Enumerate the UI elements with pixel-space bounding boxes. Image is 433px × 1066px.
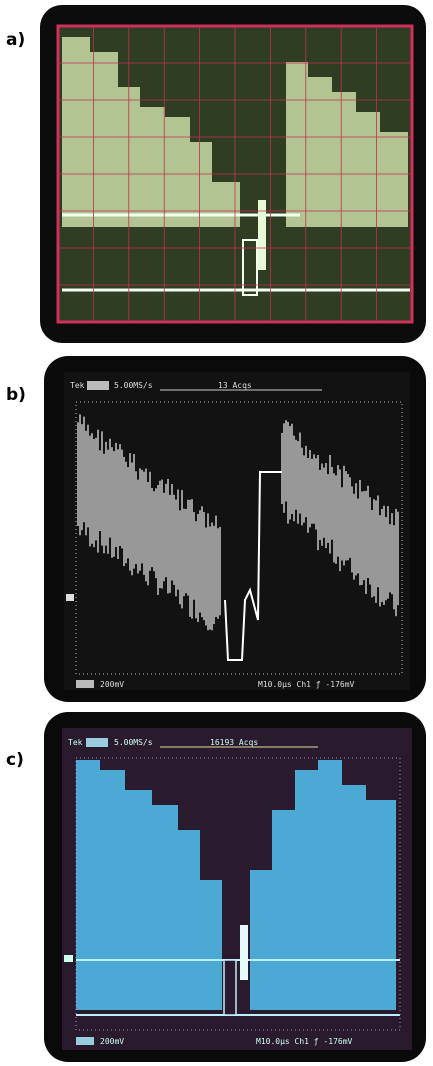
sync-pulse <box>258 200 266 270</box>
readout: 16193 Acqs <box>210 738 258 747</box>
signal-block <box>318 760 342 1010</box>
signal-block <box>342 785 366 1010</box>
readout: Tek <box>70 381 85 390</box>
signal-block <box>152 805 178 1010</box>
readout: Tek <box>68 738 83 747</box>
signal-block <box>380 132 408 227</box>
signal-block <box>295 770 318 1010</box>
readout-box <box>87 381 109 390</box>
signal-block <box>62 37 90 227</box>
readout: M10.0µs Ch1 ƒ -176mV <box>256 1037 353 1046</box>
signal-block <box>212 182 240 227</box>
readout-box <box>76 1037 94 1045</box>
signal-block <box>125 790 152 1010</box>
signal-block <box>286 62 308 227</box>
signal-block <box>200 880 222 1010</box>
readout: 200mV <box>100 680 124 689</box>
readout: 200mV <box>100 1037 124 1046</box>
panel-label: c) <box>6 750 24 770</box>
panel-label: b) <box>6 385 26 405</box>
signal-block <box>100 770 125 1010</box>
signal-block <box>178 830 200 1010</box>
ground-marker <box>64 955 73 962</box>
panel-label: a) <box>6 30 25 50</box>
signal-block <box>308 77 332 227</box>
signal-block <box>165 117 190 227</box>
readout-box <box>76 680 94 688</box>
page: a) b) Tek 5.00MS/s 13 Acqs 200mV M10.0µs… <box>0 0 433 1066</box>
ground-marker <box>66 594 74 601</box>
signal-block <box>76 760 100 1010</box>
signal-block <box>90 52 118 227</box>
readout: M10.0µs Ch1 ƒ -176mV <box>258 680 355 689</box>
sync-pulse <box>240 925 248 980</box>
signal-block <box>366 800 396 1010</box>
figure: a) b) Tek 5.00MS/s 13 Acqs 200mV M10.0µs… <box>0 0 433 1066</box>
signal-block <box>250 870 272 1010</box>
readout: 5.00MS/s <box>114 381 153 390</box>
signal-block <box>332 92 356 227</box>
sync-pulse <box>224 960 236 1015</box>
readout: 13 Acqs <box>218 381 252 390</box>
readout-box <box>86 738 108 747</box>
readout: 5.00MS/s <box>114 738 153 747</box>
signal-block <box>272 810 295 1010</box>
signal-block <box>140 107 165 227</box>
